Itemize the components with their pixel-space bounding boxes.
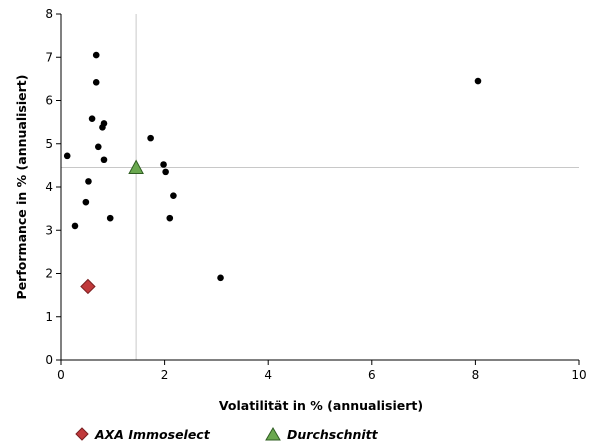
data-point (94, 143, 102, 151)
y-tick-label: 1 (45, 310, 53, 324)
data-point (106, 214, 114, 222)
y-tick-label: 6 (45, 94, 53, 108)
data-point (160, 161, 167, 168)
data-point (92, 79, 100, 86)
data-point (166, 214, 174, 222)
data-point (63, 152, 71, 160)
data-point (85, 178, 92, 185)
y-tick-label: 0 (45, 353, 53, 367)
y-tick-label: 3 (45, 223, 53, 237)
diamond-icon (75, 427, 89, 441)
data-point (474, 77, 482, 85)
y-tick-label: 5 (45, 137, 53, 151)
y-tick-label: 8 (45, 7, 53, 21)
legend-label-durchschnitt: Durchschnitt (287, 427, 379, 442)
data-point (147, 134, 154, 142)
x-tick-label: 2 (161, 368, 169, 382)
data-point (170, 192, 177, 199)
legend-item-axa-immoselect: AXA Immoselect (75, 427, 211, 442)
plot-area: 0 1 2 3 4 5 6 7 8 0 2 4 6 8 10 (45, 7, 586, 382)
data-point (100, 156, 108, 164)
y-tick-label: 4 (45, 180, 53, 194)
triangle-icon (265, 427, 281, 441)
data-point (88, 115, 96, 122)
x-tick-label: 8 (472, 368, 480, 382)
data-point-durchschnitt (128, 159, 144, 175)
data-point-axa-immoselect (80, 278, 96, 295)
legend-item-durchschnitt: Durchschnitt (265, 427, 379, 442)
legend-label-axa-immoselect: AXA Immoselect (94, 427, 211, 442)
x-tick-label: 6 (368, 368, 376, 382)
data-point (217, 274, 224, 282)
legend: AXA Immoselect Durchschnitt (75, 427, 379, 442)
data-point (92, 51, 100, 59)
data-point (71, 222, 79, 230)
y-axis-title: Performance in % (annualisiert) (14, 75, 29, 300)
data-point (162, 168, 169, 176)
y-tick-label: 7 (45, 50, 53, 64)
x-axis-title: Volatilität in % (annualisiert) (219, 398, 423, 413)
data-point (100, 120, 108, 127)
data-point (82, 198, 90, 206)
x-tick-label: 4 (264, 368, 272, 382)
y-tick-label: 2 (45, 267, 53, 281)
x-tick-label: 10 (571, 368, 586, 382)
x-tick-label: 0 (57, 368, 65, 382)
